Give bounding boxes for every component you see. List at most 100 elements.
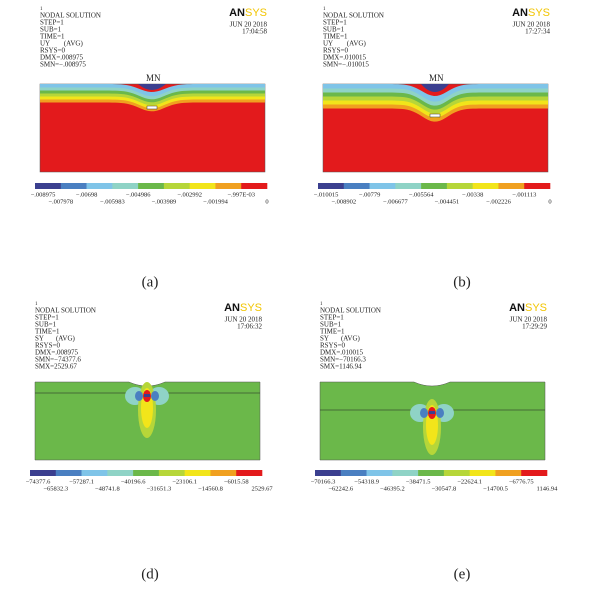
colorbar-segment (112, 183, 138, 189)
logo-an: AN (224, 302, 240, 314)
annotation: MN (429, 73, 444, 83)
legend-label: −.007978 (48, 198, 73, 205)
legend-label: −.997E-03 (227, 191, 255, 198)
logo-sys: SYS (240, 302, 262, 314)
time: 17:04:58 (242, 28, 267, 36)
colorbar-segment (210, 470, 236, 476)
colorbar-segment (447, 183, 473, 189)
figure: 1NODAL SOLUTIONSTEP=1SUB=1TIME=1UY (AVG)… (0, 0, 602, 590)
notch (430, 114, 440, 117)
panel: 1NODAL SOLUTIONSTEP=1SUB=1TIME=1UY (AVG)… (314, 7, 552, 206)
legend-label: −30547.8 (431, 485, 456, 492)
colorbar-segment (341, 470, 367, 476)
colorbar-segment (35, 183, 61, 189)
colorbar-segment (159, 470, 185, 476)
legend-label: −.002226 (486, 198, 512, 205)
colorbar-segment (61, 183, 87, 189)
colorbar-segment (190, 183, 216, 189)
legend-label: −.008975 (31, 191, 56, 198)
colorbar-segment (524, 183, 550, 189)
time: 17:29:29 (522, 323, 547, 331)
legend-label: −.008902 (331, 198, 356, 205)
panel-label: (a) (142, 274, 159, 290)
logo-an: AN (509, 302, 525, 314)
legend-label: −.004986 (126, 191, 152, 198)
colorbar-segment (236, 470, 262, 476)
legend-label: −.010015 (314, 191, 339, 198)
colorbar-segment (344, 183, 370, 189)
colorbar-segment (30, 470, 56, 476)
panel-label: (d) (141, 566, 159, 582)
colorbar-segment (470, 470, 496, 476)
legend-label: −.003989 (151, 198, 176, 205)
colorbar-segment (395, 183, 421, 189)
panel-label: (b) (453, 274, 471, 290)
colorbar-segment (133, 470, 159, 476)
legend-label: −.001113 (512, 191, 536, 198)
legend-label: −48741.8 (95, 485, 120, 492)
legend-label: −65832.3 (43, 485, 68, 492)
colorbar-segment (418, 470, 444, 476)
logo: ANSYS (229, 7, 267, 19)
colorbar-segment (56, 470, 82, 476)
colorbar-segment (367, 470, 393, 476)
legend-label: −22624.1 (457, 478, 482, 485)
header-line: SMX=2529.67 (35, 363, 77, 371)
notch (144, 394, 150, 397)
colorbar-segment (241, 183, 267, 189)
legend-label: 2529.67 (251, 485, 273, 492)
colorbar-segment (138, 183, 164, 189)
colorbar-segment (107, 470, 133, 476)
legend-label: −.001994 (203, 198, 229, 205)
panel-label: (e) (454, 566, 471, 582)
colorbar-segment (498, 183, 524, 189)
header-line: SMN=−.008975 (40, 61, 86, 69)
colorbar-segment (315, 470, 341, 476)
legend-label: −54318.9 (354, 478, 379, 485)
colorbar-segment (318, 183, 344, 189)
logo: ANSYS (512, 7, 550, 19)
colorbar-segment (421, 183, 447, 189)
panel: 1NODAL SOLUTIONSTEP=1SUB=1TIME=1SY (AVG)… (311, 302, 559, 493)
legend-label: −6015.58 (224, 478, 249, 485)
contour (420, 408, 428, 418)
legend-label: −62242.6 (328, 485, 354, 492)
legend-label: 0 (265, 198, 268, 205)
colorbar-segment (473, 183, 499, 189)
colorbar-segment (164, 183, 190, 189)
legend-label: −23106.1 (172, 478, 197, 485)
legend-label: −31651.3 (146, 485, 171, 492)
legend-label: −.005983 (100, 198, 125, 205)
logo: ANSYS (224, 302, 262, 314)
colorbar-segment (521, 470, 547, 476)
logo-sys: SYS (245, 7, 267, 19)
panel: 1NODAL SOLUTIONSTEP=1SUB=1TIME=1SY (AVG)… (26, 302, 274, 493)
colorbar-segment (87, 183, 113, 189)
colorbar-segment (215, 183, 241, 189)
legend-label: −46395.2 (380, 485, 405, 492)
legend-label: −.00338 (462, 191, 484, 198)
legend-label: −74377.6 (26, 478, 52, 485)
legend-label: −70166.3 (311, 478, 336, 485)
legend-label: −.006677 (383, 198, 409, 205)
contour (135, 391, 143, 401)
colorbar-segment (392, 470, 418, 476)
colorbar-segment (444, 470, 470, 476)
legend-label: −.002992 (177, 191, 202, 198)
logo-an: AN (229, 7, 245, 19)
annotation: MN (146, 73, 161, 83)
colorbar-segment (82, 470, 108, 476)
contour (436, 408, 444, 418)
colorbar-segment (185, 470, 211, 476)
legend-label: −14560.8 (198, 485, 223, 492)
legend-label: −.00779 (359, 191, 381, 198)
legend-label: −38471.5 (406, 478, 431, 485)
header-line: SMX=1146.94 (320, 363, 362, 371)
legend-label: −.00698 (76, 191, 98, 198)
colorbar-segment (495, 470, 521, 476)
time: 17:27:34 (525, 28, 550, 36)
logo-an: AN (512, 7, 528, 19)
logo-sys: SYS (525, 302, 547, 314)
legend-label: −.004451 (434, 198, 459, 205)
